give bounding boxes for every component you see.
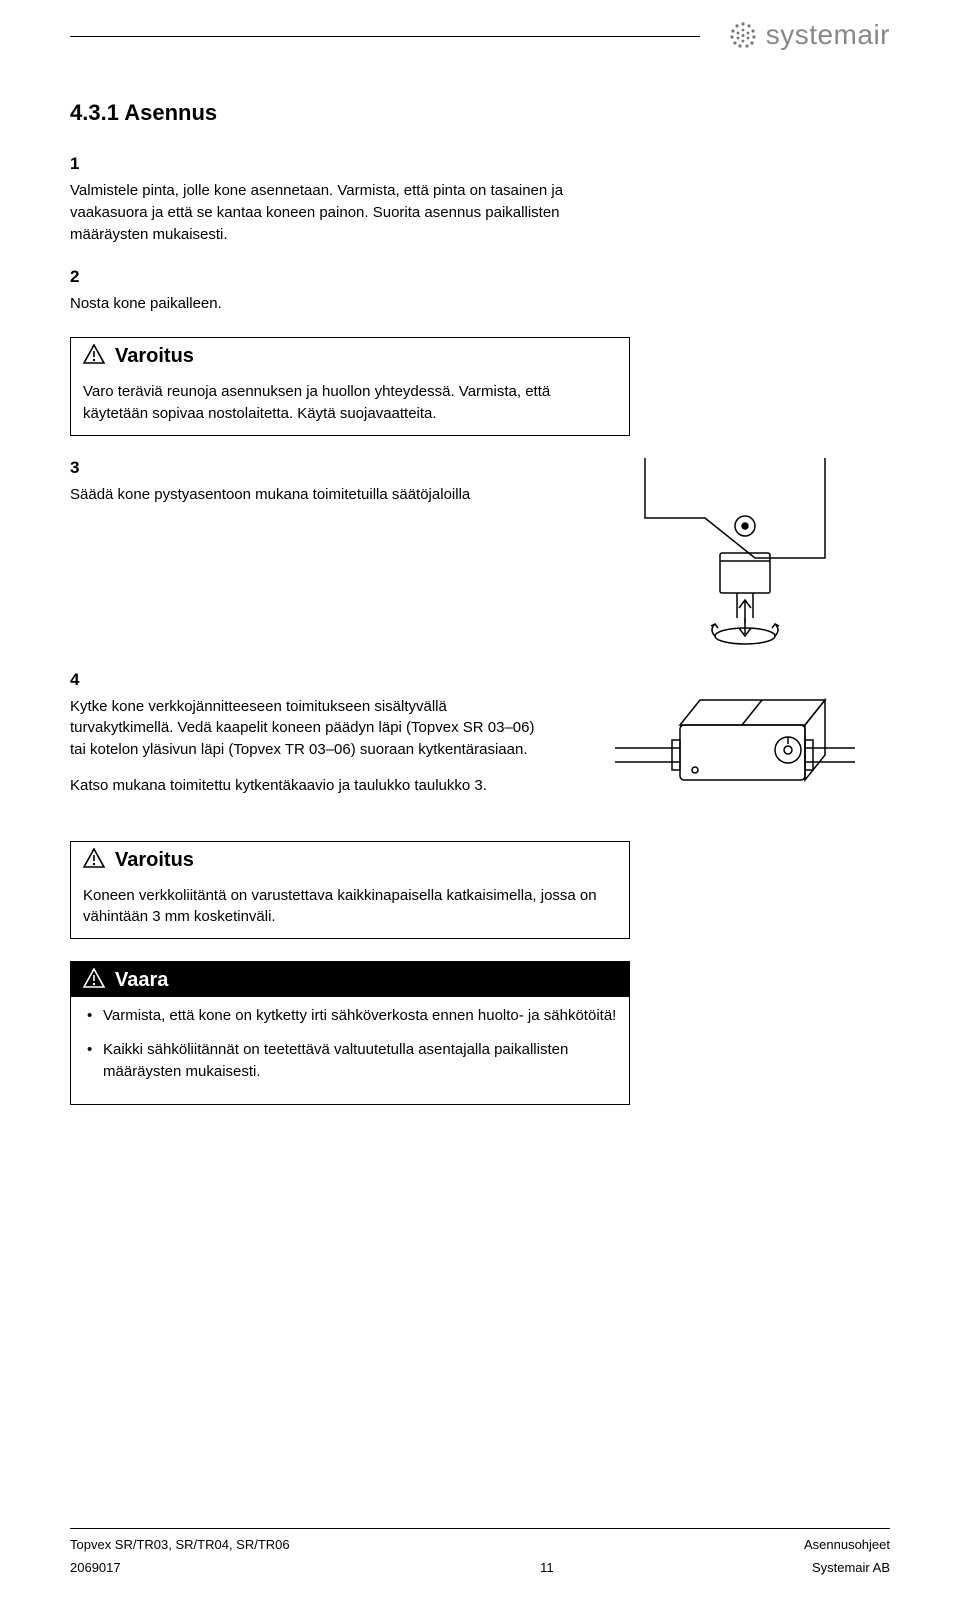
- header-rule: [70, 36, 700, 37]
- warning-1-header: Varoitus: [71, 338, 629, 373]
- step-3-row: 3 Säädä kone pystyasentoon mukana toimit…: [70, 458, 890, 648]
- step-4-number: 4: [70, 670, 550, 690]
- danger-item: Kaikki sähköliitännät on teetettävä valt…: [83, 1039, 617, 1083]
- step-2-number: 2: [70, 267, 890, 287]
- step-3-body: Säädä kone pystyasentoon mukana toimitet…: [70, 484, 550, 506]
- footer-company: Systemair AB: [804, 1560, 890, 1575]
- step-1-number: 1: [70, 154, 890, 174]
- brand-mark-icon: [726, 18, 760, 52]
- warning-1-title: Varoitus: [115, 345, 194, 368]
- footer-doc-number: 2069017: [70, 1560, 290, 1575]
- footer-doc-title: Topvex SR/TR03, SR/TR04, SR/TR06: [70, 1537, 290, 1552]
- step-4-body: Kytke kone verkkojännitteeseen toimituks…: [70, 696, 550, 761]
- danger-box: Vaara Varmista, että kone on kytketty ir…: [70, 961, 630, 1105]
- warning-box-2: Varoitus Koneen verkkoliitäntä on varust…: [70, 841, 630, 940]
- warning-icon: [83, 344, 105, 369]
- footer-page-number: 11: [540, 1560, 554, 1575]
- footer-doc-type: Asennusohjeet: [804, 1537, 890, 1552]
- section-title: 4.3.1 Asennus: [70, 100, 890, 126]
- warning-2-title: Varoitus: [115, 849, 194, 872]
- warning-1-body: Varo teräviä reunoja asennuksen ja huoll…: [71, 373, 629, 435]
- step-2-body: Nosta kone paikalleen.: [70, 293, 630, 315]
- figure-safety-switch: [610, 670, 860, 800]
- brand-name: systemair: [766, 19, 890, 51]
- step-4-body2: Katso mukana toimitettu kytkentäkaavio j…: [70, 775, 550, 797]
- warning-icon: [83, 968, 105, 993]
- page-content: 4.3.1 Asennus 1 Valmistele pinta, jolle …: [70, 100, 890, 1105]
- page-footer: Topvex SR/TR03, SR/TR04, SR/TR06 2069017…: [70, 1528, 890, 1575]
- figure-leveling-foot: [635, 458, 835, 648]
- step-1-body: Valmistele pinta, jolle kone asennetaan.…: [70, 180, 630, 245]
- danger-body: Varmista, että kone on kytketty irti säh…: [71, 997, 629, 1104]
- warning-box-1: Varoitus Varo teräviä reunoja asennuksen…: [70, 337, 630, 436]
- danger-title: Vaara: [115, 969, 168, 992]
- warning-icon: [83, 848, 105, 873]
- step-4-row: 4 Kytke kone verkkojännitteeseen toimitu…: [70, 670, 890, 819]
- warning-2-header: Varoitus: [71, 842, 629, 877]
- step-3-number: 3: [70, 458, 550, 478]
- danger-header: Vaara: [71, 962, 629, 997]
- warning-2-body: Koneen verkkoliitäntä on varustettava ka…: [71, 877, 629, 939]
- brand-logo: systemair: [726, 18, 890, 52]
- danger-item: Varmista, että kone on kytketty irti säh…: [83, 1005, 617, 1027]
